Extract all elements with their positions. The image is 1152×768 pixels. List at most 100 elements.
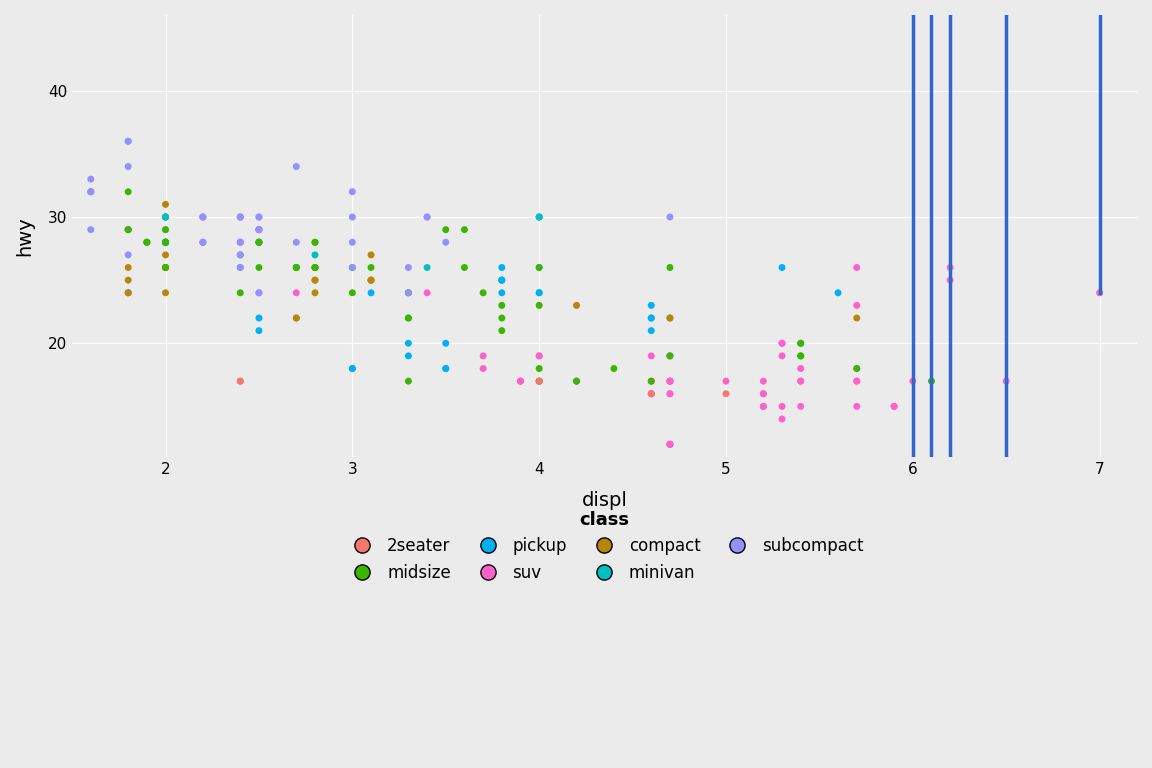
- Point: [530, 375, 548, 387]
- Point: [661, 388, 680, 400]
- Point: [903, 375, 922, 387]
- Point: [232, 261, 250, 273]
- Point: [157, 211, 175, 223]
- Point: [250, 286, 268, 299]
- Point: [287, 261, 305, 273]
- Point: [157, 236, 175, 248]
- Point: [250, 236, 268, 248]
- Point: [848, 261, 866, 273]
- Point: [232, 286, 250, 299]
- Point: [119, 135, 137, 147]
- Point: [717, 388, 735, 400]
- Point: [232, 375, 250, 387]
- Point: [530, 349, 548, 362]
- Point: [400, 375, 418, 387]
- Point: [287, 236, 305, 248]
- Point: [661, 349, 680, 362]
- Point: [232, 236, 250, 248]
- Point: [119, 286, 137, 299]
- Point: [493, 274, 511, 286]
- Point: [157, 261, 175, 273]
- Point: [305, 261, 324, 273]
- Point: [511, 375, 530, 387]
- Point: [287, 261, 305, 273]
- Point: [642, 375, 660, 387]
- Point: [661, 375, 680, 387]
- Point: [343, 236, 362, 248]
- Point: [400, 286, 418, 299]
- Point: [418, 211, 437, 223]
- Point: [829, 286, 848, 299]
- Point: [661, 388, 680, 400]
- Point: [119, 186, 137, 198]
- Point: [848, 400, 866, 412]
- Point: [343, 186, 362, 198]
- Point: [848, 375, 866, 387]
- Point: [137, 236, 156, 248]
- Point: [157, 236, 175, 248]
- Point: [343, 211, 362, 223]
- Point: [157, 236, 175, 248]
- Point: [400, 261, 418, 273]
- Point: [493, 261, 511, 273]
- Point: [773, 413, 791, 425]
- Point: [194, 211, 212, 223]
- Point: [773, 337, 791, 349]
- Point: [287, 312, 305, 324]
- Point: [530, 375, 548, 387]
- Point: [661, 438, 680, 450]
- Point: [250, 325, 268, 337]
- Point: [250, 236, 268, 248]
- Point: [755, 388, 773, 400]
- Point: [567, 375, 585, 387]
- Point: [343, 286, 362, 299]
- Point: [194, 236, 212, 248]
- Point: [530, 286, 548, 299]
- Point: [773, 349, 791, 362]
- Point: [605, 362, 623, 375]
- Point: [250, 223, 268, 236]
- Point: [773, 337, 791, 349]
- Point: [157, 211, 175, 223]
- Point: [791, 375, 810, 387]
- Point: [791, 337, 810, 349]
- Point: [848, 300, 866, 312]
- Point: [232, 211, 250, 223]
- Point: [642, 388, 660, 400]
- Point: [232, 249, 250, 261]
- Point: [530, 362, 548, 375]
- Point: [791, 362, 810, 375]
- Point: [250, 223, 268, 236]
- Point: [530, 211, 548, 223]
- Point: [119, 286, 137, 299]
- Point: [157, 211, 175, 223]
- Point: [157, 236, 175, 248]
- Point: [157, 261, 175, 273]
- Point: [157, 236, 175, 248]
- Point: [511, 375, 530, 387]
- Point: [362, 261, 380, 273]
- Point: [661, 375, 680, 387]
- Point: [791, 349, 810, 362]
- Point: [232, 211, 250, 223]
- Point: [157, 236, 175, 248]
- Point: [885, 400, 903, 412]
- Point: [157, 261, 175, 273]
- Point: [305, 274, 324, 286]
- Point: [119, 161, 137, 173]
- Point: [119, 274, 137, 286]
- Point: [400, 312, 418, 324]
- Point: [661, 261, 680, 273]
- Point: [157, 211, 175, 223]
- Point: [455, 223, 473, 236]
- Point: [530, 211, 548, 223]
- Point: [305, 261, 324, 273]
- Point: [82, 186, 100, 198]
- Point: [567, 375, 585, 387]
- Point: [642, 349, 660, 362]
- Point: [400, 286, 418, 299]
- Point: [530, 300, 548, 312]
- Point: [119, 223, 137, 236]
- Point: [455, 261, 473, 273]
- Point: [250, 236, 268, 248]
